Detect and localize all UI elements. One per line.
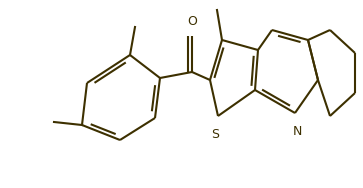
Text: N: N: [292, 125, 302, 138]
Text: NH₂: NH₂: [207, 0, 231, 2]
Text: S: S: [211, 128, 219, 141]
Text: O: O: [187, 15, 197, 28]
